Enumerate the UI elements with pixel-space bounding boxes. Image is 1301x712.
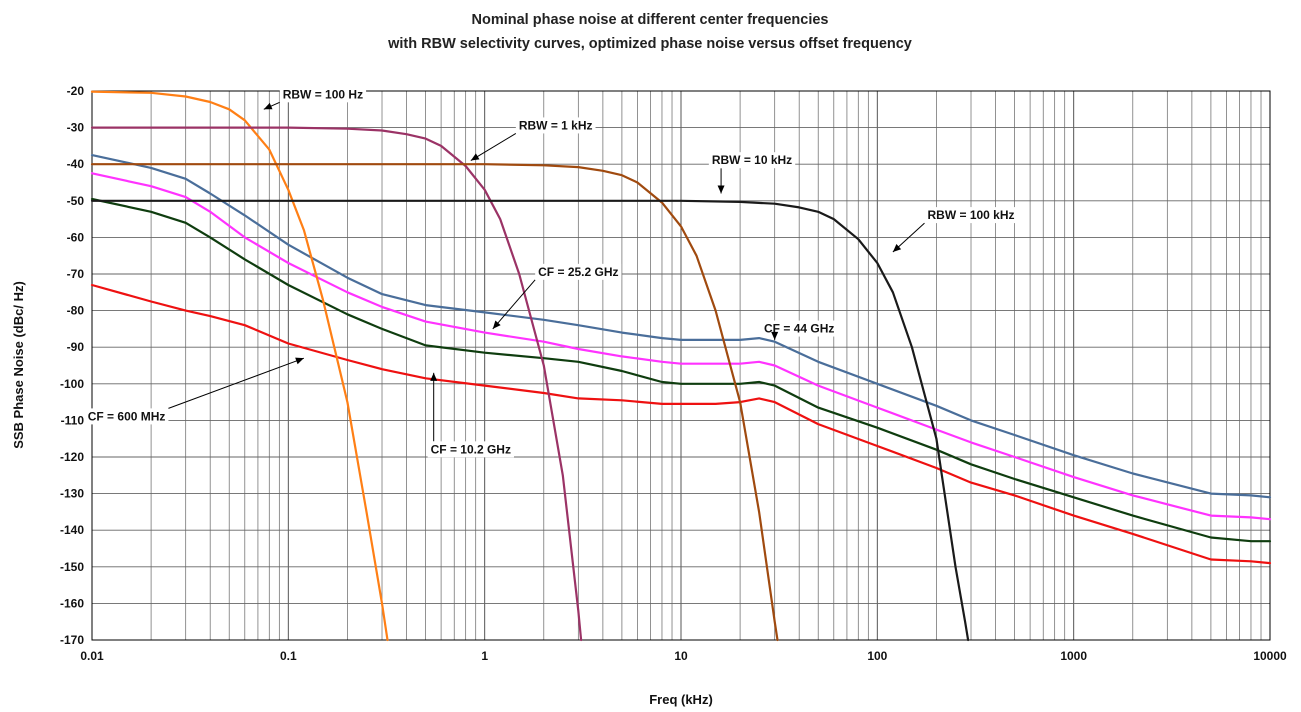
annotation-label: CF = 25.2 GHz	[538, 265, 618, 279]
x-axis-label: Freq (kHz)	[649, 692, 713, 707]
annotation-label: CF = 600 MHz	[88, 409, 166, 423]
annotation-arrowhead	[771, 331, 779, 340]
annotation-background	[515, 117, 596, 134]
y-tick-label: -140	[60, 523, 84, 537]
annotation-label: RBW = 10 kHz	[712, 153, 792, 167]
annotation-arrowhead	[470, 153, 480, 161]
y-tick-label: -160	[60, 596, 84, 610]
annotation-leader	[470, 133, 517, 161]
annotation-background	[427, 441, 514, 458]
series-line-cf-600-mhz	[90, 283, 1272, 565]
y-tick-label: -90	[67, 340, 85, 354]
annotation-leader	[492, 279, 536, 330]
annotation-background	[279, 86, 367, 103]
x-tick-label: 100	[867, 649, 887, 663]
annotations: RBW = 100 Hz RBW = 1 kHz RBW = 10 kHz RBW =…	[84, 86, 1018, 458]
annotation-label: CF = 10.2 GHz	[431, 442, 511, 456]
tick-labels: -20 -30 -40 -50 -60 -70 -80 -90 -100 -110 -120 -130…	[60, 84, 1287, 663]
x-tick-label: 0.1	[280, 649, 297, 663]
y-tick-label: -110	[61, 413, 85, 427]
y-tick-label: -50	[67, 194, 85, 208]
series-line-cf-25-2-ghz	[90, 172, 1272, 521]
series-line-rbw-100-khz	[90, 199, 970, 642]
annotation-arrowhead	[892, 244, 902, 253]
grid	[92, 90, 1270, 641]
annotation-background	[708, 152, 796, 169]
y-tick-label: -120	[60, 450, 84, 464]
annotation-label: CF = 44 GHz	[764, 322, 834, 336]
y-tick-label: -40	[67, 157, 85, 171]
annotation-arrowhead	[492, 320, 501, 329]
annotation-label: RBW = 100 Hz	[283, 87, 363, 101]
y-tick-label: -150	[60, 560, 84, 574]
x-tick-label: 1000	[1060, 649, 1087, 663]
series-line-rbw-1-khz	[90, 126, 583, 642]
chart-title: Nominal phase noise at different center …	[472, 12, 829, 28]
annotation-label: RBW = 100 kHz	[927, 208, 1014, 222]
y-tick-label: -100	[60, 377, 84, 391]
x-tick-label: 0.01	[80, 649, 104, 663]
y-tick-label: -30	[67, 121, 85, 135]
series-line-rbw-10-khz	[90, 163, 779, 642]
y-axis-label: SSB Phase Noise (dBc/ Hz)	[11, 281, 26, 449]
annotation-arrowhead	[430, 372, 438, 381]
x-tick-label: 10000	[1253, 649, 1287, 663]
series-line-rbw-100-hz	[90, 90, 389, 642]
y-tick-label: -20	[67, 84, 85, 98]
annotation-background	[84, 408, 169, 425]
y-tick-label: -60	[67, 230, 85, 244]
annotation-arrowhead	[295, 357, 304, 365]
series-line-cf-44-ghz	[90, 154, 1272, 499]
x-tick-label: 10	[674, 649, 688, 663]
chart-subtitle: with RBW selectivity curves, optimized p…	[387, 36, 912, 52]
y-tick-label: -80	[67, 304, 85, 318]
annotation-arrowhead	[717, 185, 725, 194]
annotation-background	[924, 207, 1018, 224]
y-tick-label: -170	[60, 633, 84, 647]
annotation-background	[761, 320, 838, 337]
y-tick-label: -70	[67, 267, 85, 281]
plot-area-border	[91, 90, 1271, 641]
annotation-leader	[168, 357, 305, 409]
annotation-arrowhead	[263, 102, 273, 110]
y-tick-label: -130	[60, 487, 84, 501]
annotation-label: RBW = 1 kHz	[519, 118, 593, 132]
annotation-background	[535, 263, 622, 280]
series-line-cf-10-2-ghz	[90, 197, 1272, 543]
x-tick-label: 1	[481, 649, 488, 663]
series-lines	[90, 90, 1272, 642]
